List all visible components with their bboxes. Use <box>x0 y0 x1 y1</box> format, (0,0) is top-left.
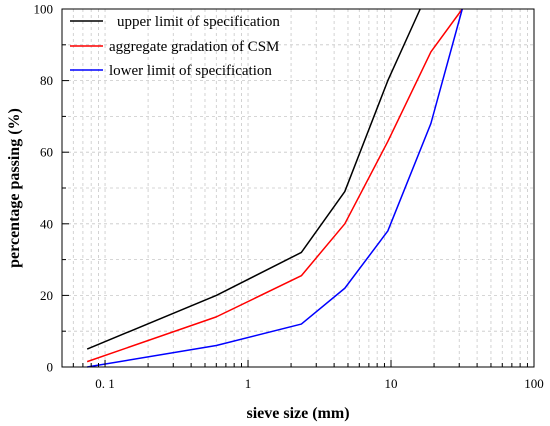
series-line-0 <box>86 8 421 350</box>
y-tick-label: 40 <box>40 216 53 231</box>
y-tick-label: 0 <box>47 360 54 375</box>
grid <box>61 8 534 368</box>
x-axis-title: sieve size (mm) <box>246 405 349 422</box>
x-tick-label: 100 <box>524 376 544 391</box>
y-tick-label: 20 <box>40 288 53 303</box>
series-line-2 <box>87 8 463 368</box>
legend: upper limit of specification aggregate gr… <box>70 14 280 79</box>
legend-label-1: aggregate gradation of CSM <box>109 39 279 55</box>
legend-label-0: upper limit of specification <box>117 14 280 30</box>
y-tick-label: 60 <box>40 145 53 160</box>
x-tick-label: 1 <box>245 376 252 391</box>
y-tick-label: 80 <box>40 73 53 88</box>
y-tick-label: 100 <box>34 2 54 17</box>
x-tick-label: 0. 1 <box>95 376 115 391</box>
axis-ticks: 0. 1 1 10 100 0 20 40 60 80 100 <box>34 2 544 392</box>
series-line-1 <box>86 8 463 363</box>
y-axis-title: percentage passing (%) <box>6 108 23 268</box>
series-lines <box>86 8 463 368</box>
x-tick-label: 10 <box>385 376 398 391</box>
legend-label-2: lower limit of specification <box>109 63 272 79</box>
